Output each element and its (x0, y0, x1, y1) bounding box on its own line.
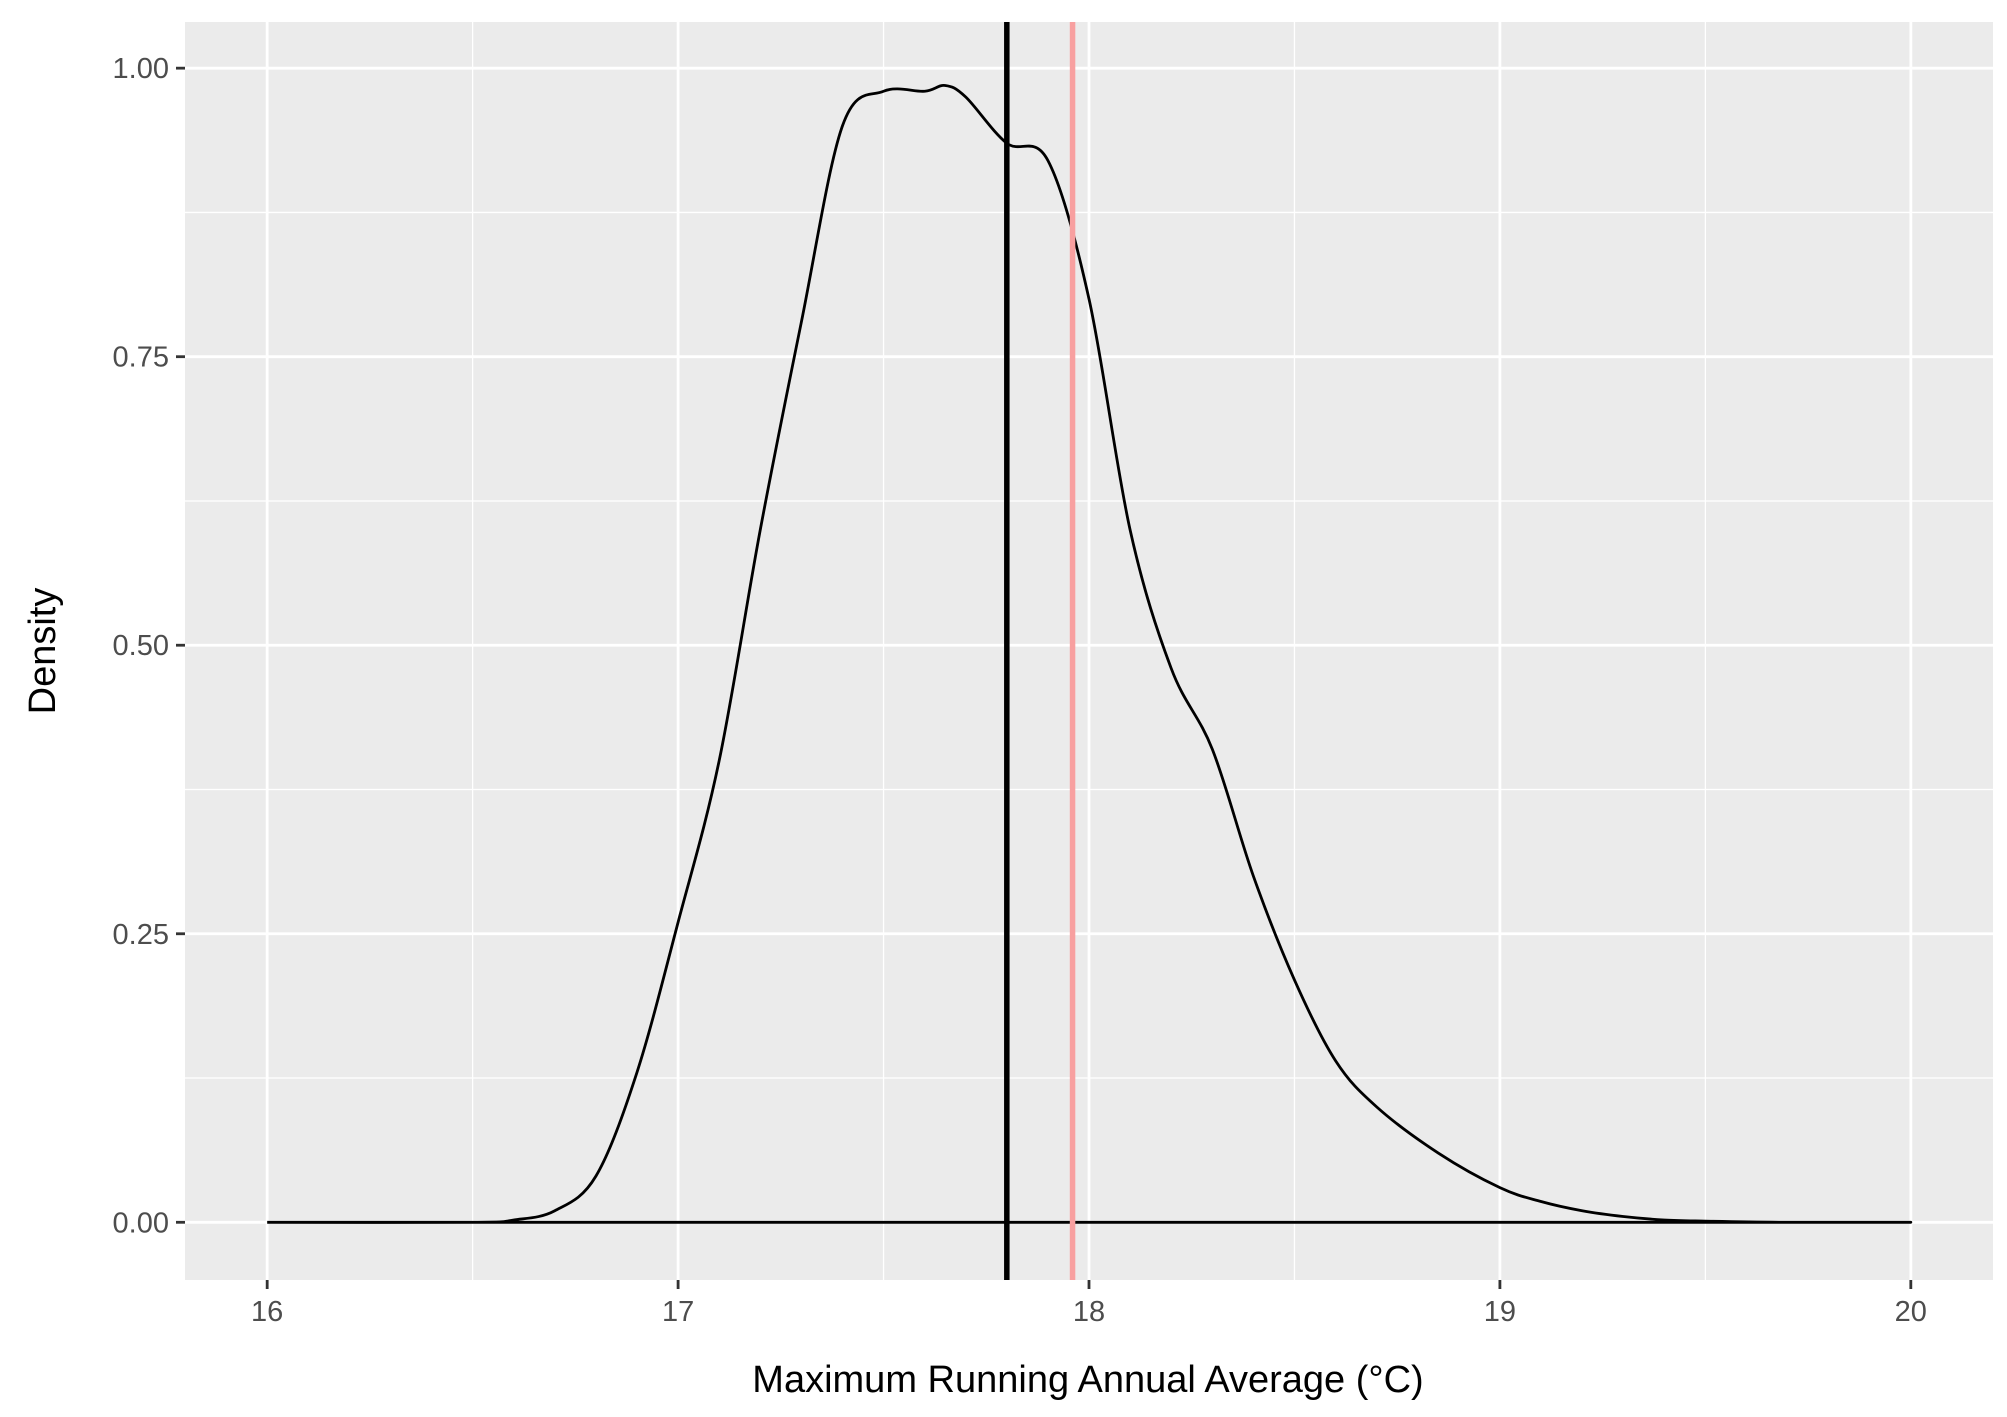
y-axis-title: Density (22, 588, 64, 715)
x-axis-title: Maximum Running Annual Average (°C) (752, 1359, 1423, 1401)
y-tick-label: 0.00 (113, 1207, 169, 1239)
x-tick-label: 18 (1073, 1296, 1105, 1328)
y-tick-label: 1.00 (113, 53, 169, 85)
x-axis: 16 17 18 19 20 (251, 1280, 1927, 1328)
density-curve (267, 84, 1913, 1224)
x-tick-label: 19 (1484, 1296, 1516, 1328)
y-tick-label: 0.50 (113, 630, 169, 662)
y-axis: 0.00 0.25 0.50 0.75 1.00 (113, 53, 185, 1239)
reference-lines (1004, 22, 1076, 1280)
x-tick-label: 20 (1895, 1296, 1927, 1328)
x-tick-label: 17 (662, 1296, 694, 1328)
y-tick-label: 0.75 (113, 342, 169, 374)
x-tick-label: 16 (251, 1296, 283, 1328)
series-layer (267, 84, 1913, 1224)
y-tick-label: 0.25 (113, 919, 169, 951)
